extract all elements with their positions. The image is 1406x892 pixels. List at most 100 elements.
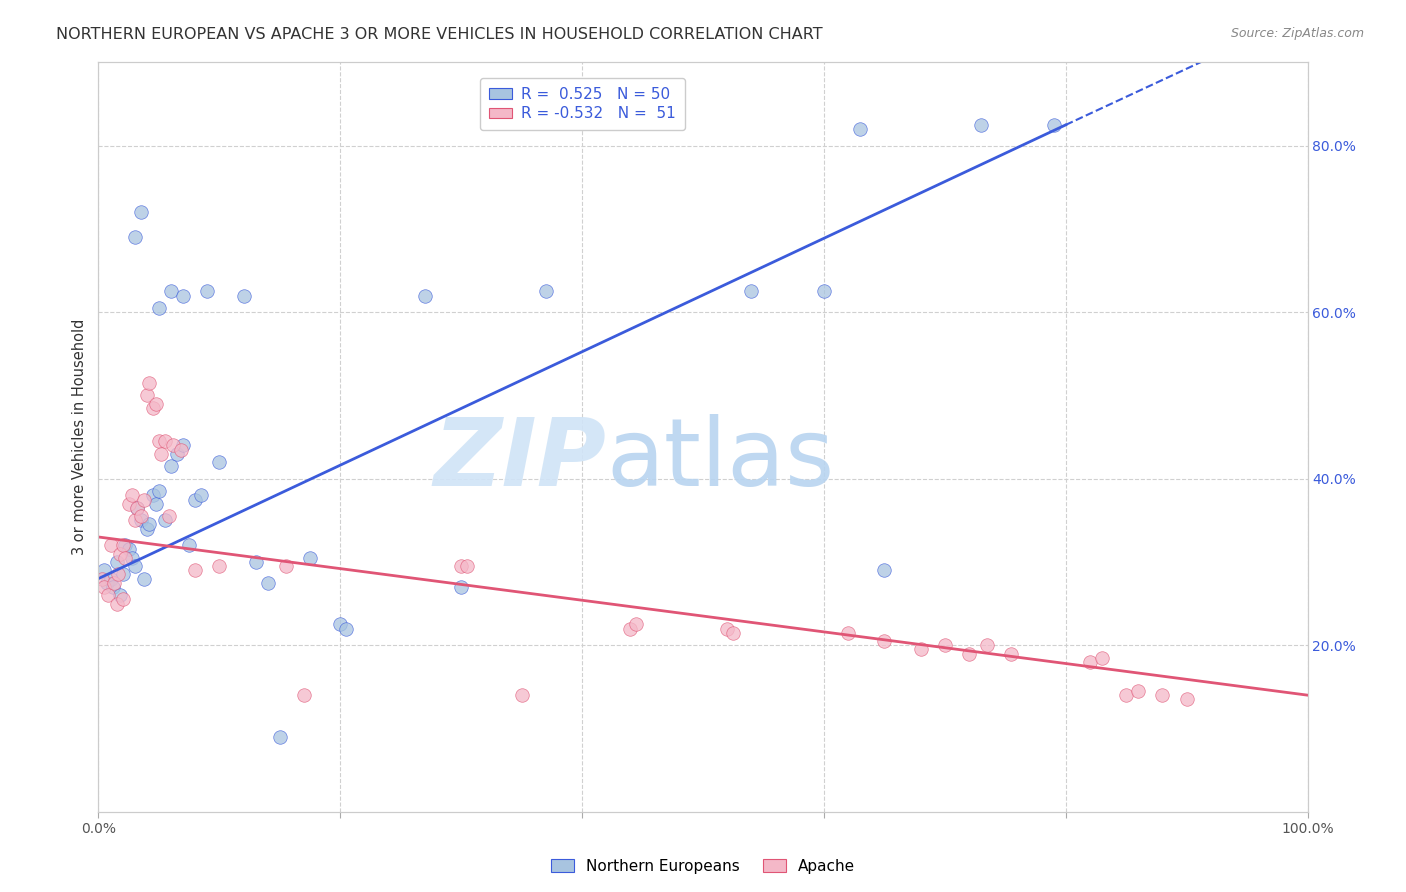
Point xyxy=(208,455,231,469)
Point xyxy=(129,513,152,527)
Point xyxy=(135,388,157,402)
Point xyxy=(124,230,146,244)
Point xyxy=(100,572,122,586)
Point xyxy=(162,438,184,452)
Legend: R =  0.525   N = 50, R = -0.532   N =  51: R = 0.525 N = 50, R = -0.532 N = 51 xyxy=(479,78,685,130)
Point xyxy=(172,438,194,452)
Point xyxy=(100,538,122,552)
Point xyxy=(148,434,170,449)
Point xyxy=(93,563,115,577)
Point xyxy=(169,442,191,457)
Point xyxy=(114,550,136,565)
Text: ZIP: ZIP xyxy=(433,414,606,506)
Point xyxy=(118,542,141,557)
Point xyxy=(910,642,932,657)
Point xyxy=(190,488,212,502)
Point xyxy=(111,538,134,552)
Point xyxy=(1175,692,1198,706)
Point xyxy=(129,205,152,219)
Point xyxy=(105,597,128,611)
Text: NORTHERN EUROPEAN VS APACHE 3 OR MORE VEHICLES IN HOUSEHOLD CORRELATION CHART: NORTHERN EUROPEAN VS APACHE 3 OR MORE VE… xyxy=(56,27,823,42)
Point xyxy=(127,500,149,515)
Point xyxy=(134,492,156,507)
Point xyxy=(148,301,170,315)
Point xyxy=(934,638,956,652)
Point xyxy=(111,567,134,582)
Point xyxy=(269,730,291,744)
Point xyxy=(114,538,136,552)
Point xyxy=(138,376,160,390)
Text: Source: ZipAtlas.com: Source: ZipAtlas.com xyxy=(1230,27,1364,40)
Point xyxy=(142,401,165,415)
Point xyxy=(232,288,254,302)
Point xyxy=(105,555,128,569)
Point xyxy=(292,688,315,702)
Point xyxy=(93,580,115,594)
Point xyxy=(184,492,207,507)
Point xyxy=(160,285,183,299)
Point xyxy=(179,538,201,552)
Point xyxy=(274,559,297,574)
Text: atlas: atlas xyxy=(606,414,835,506)
Point xyxy=(184,563,207,577)
Point xyxy=(153,513,176,527)
Point xyxy=(1115,688,1137,702)
Point xyxy=(121,550,143,565)
Point xyxy=(873,563,896,577)
Point xyxy=(970,118,993,132)
Point xyxy=(335,622,357,636)
Point xyxy=(976,638,998,652)
Point xyxy=(145,397,167,411)
Point xyxy=(111,592,134,607)
Point xyxy=(145,497,167,511)
Point xyxy=(101,580,124,594)
Point xyxy=(1042,118,1064,132)
Point xyxy=(153,434,176,449)
Point xyxy=(103,575,125,590)
Point xyxy=(1128,684,1150,698)
Point xyxy=(91,572,114,586)
Point xyxy=(157,509,180,524)
Point xyxy=(534,285,557,299)
Point xyxy=(1000,647,1022,661)
Point xyxy=(245,555,267,569)
Point xyxy=(150,447,173,461)
Point xyxy=(456,559,478,574)
Point xyxy=(96,575,118,590)
Point xyxy=(873,634,896,648)
Point xyxy=(166,447,188,461)
Y-axis label: 3 or more Vehicles in Household: 3 or more Vehicles in Household xyxy=(72,319,87,555)
Point xyxy=(97,588,120,602)
Point xyxy=(108,547,131,561)
Point xyxy=(450,580,472,594)
Point xyxy=(619,622,641,636)
Point xyxy=(837,625,859,640)
Point xyxy=(142,488,165,502)
Point xyxy=(118,497,141,511)
Point xyxy=(124,559,146,574)
Point xyxy=(329,617,352,632)
Point xyxy=(195,285,218,299)
Point xyxy=(134,572,156,586)
Point xyxy=(849,122,872,136)
Point xyxy=(124,513,146,527)
Point xyxy=(813,285,835,299)
Point xyxy=(450,559,472,574)
Point xyxy=(148,484,170,499)
Point xyxy=(1152,688,1174,702)
Point xyxy=(127,500,149,515)
Point xyxy=(107,567,129,582)
Point xyxy=(1091,650,1114,665)
Point xyxy=(740,285,762,299)
Point xyxy=(135,522,157,536)
Point xyxy=(256,575,278,590)
Point xyxy=(121,488,143,502)
Point xyxy=(160,459,183,474)
Point xyxy=(172,288,194,302)
Legend: Northern Europeans, Apache: Northern Europeans, Apache xyxy=(546,853,860,880)
Point xyxy=(413,288,436,302)
Point xyxy=(510,688,533,702)
Point xyxy=(1078,655,1101,669)
Point xyxy=(108,588,131,602)
Point xyxy=(626,617,648,632)
